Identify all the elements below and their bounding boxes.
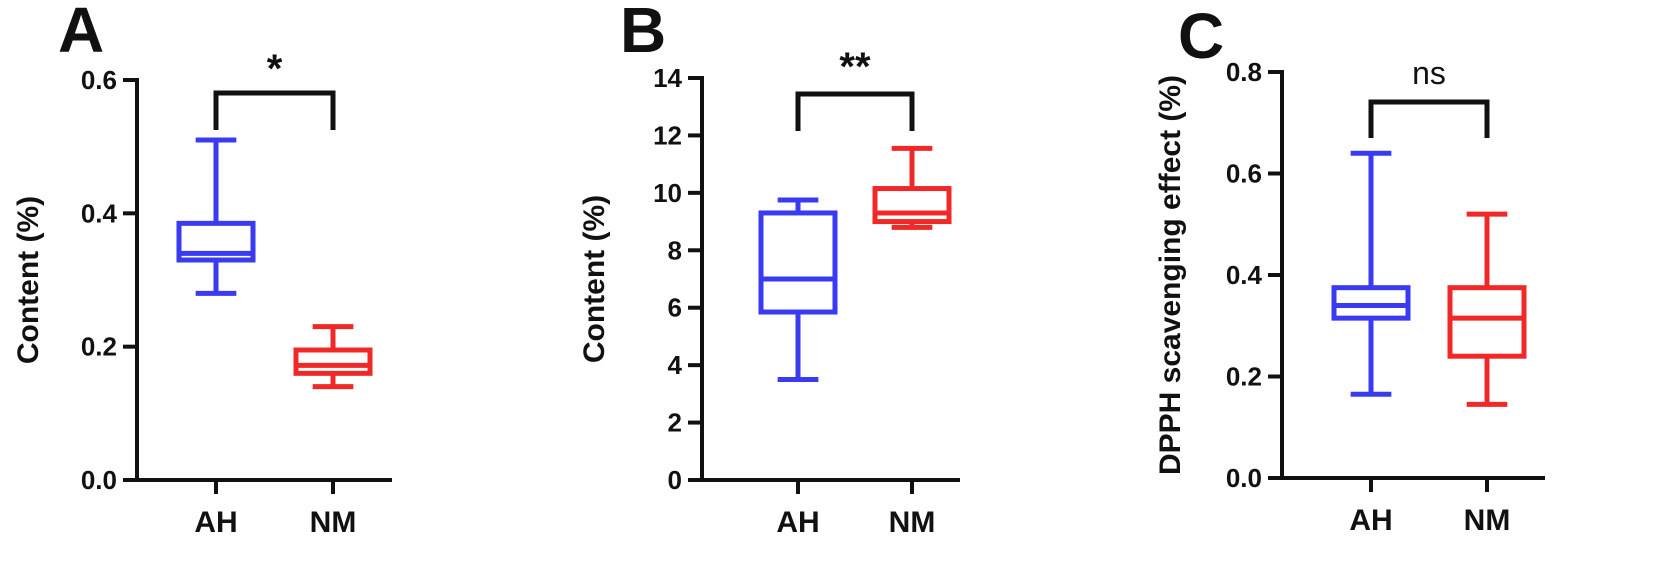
y-tick-label: 0.6 [1226,159,1262,189]
y-tick-label: 2 [668,408,682,438]
y-tick-label: 4 [668,350,683,380]
x-tick-label: AH [776,506,819,539]
iqr-box [758,210,838,315]
y-axis-title: Content (%) [12,196,45,364]
panel-a: A Content (%) 0.0 0.2 0.4 0.6 AH NM * [12,0,392,539]
y-tick-label: 0.0 [81,465,117,495]
panel-letter: B [620,0,666,66]
significance-label: ns [1412,55,1446,91]
iqr-box [293,347,373,376]
box-nm [872,145,952,230]
box-ah [1331,150,1411,397]
x-tick-label: NM [310,506,357,539]
box-ah [176,137,256,296]
significance-bracket [795,91,915,131]
y-tick-label: 12 [653,120,682,150]
iqr-box [1447,285,1527,359]
y-tick-label: 10 [653,178,682,208]
panel-letter: C [1178,0,1224,72]
y-tick-label: 0.0 [1226,463,1262,493]
x-tick-label: AH [194,506,237,539]
y-axis-title: DPPH scavenging effect (%) [1154,75,1187,475]
panel-b: B Content (%) 0 2 4 6 8 10 12 14 AH NM ** [578,0,960,539]
y-tick-label: 0.4 [1226,260,1263,290]
x-tick-label: NM [889,506,936,539]
y-tick-label: 0.2 [1226,362,1262,392]
y-tick-label: 0 [668,465,682,495]
y-tick-label: 0.6 [81,65,117,95]
x-tick-label: AH [1349,504,1392,537]
box-ah [758,197,838,382]
y-tick-label: 0.4 [81,198,118,228]
significance-bracket [1368,99,1490,138]
y-tick-label: 6 [668,293,682,323]
box-nm [1447,211,1527,407]
significance-bracket [213,90,336,130]
iqr-box [1331,285,1411,321]
y-tick-label: 8 [668,235,682,265]
panel-letter: A [58,0,104,66]
y-axis-title: Content (%) [578,195,611,363]
y-tick-label: 0.2 [81,332,117,362]
iqr-box [872,186,952,225]
y-tick-label: 14 [653,63,682,93]
box-nm [293,324,373,390]
y-tick-label: 0.8 [1226,57,1262,87]
significance-label: ** [839,45,871,89]
significance-label: * [267,47,283,91]
x-tick-label: NM [1464,504,1511,537]
